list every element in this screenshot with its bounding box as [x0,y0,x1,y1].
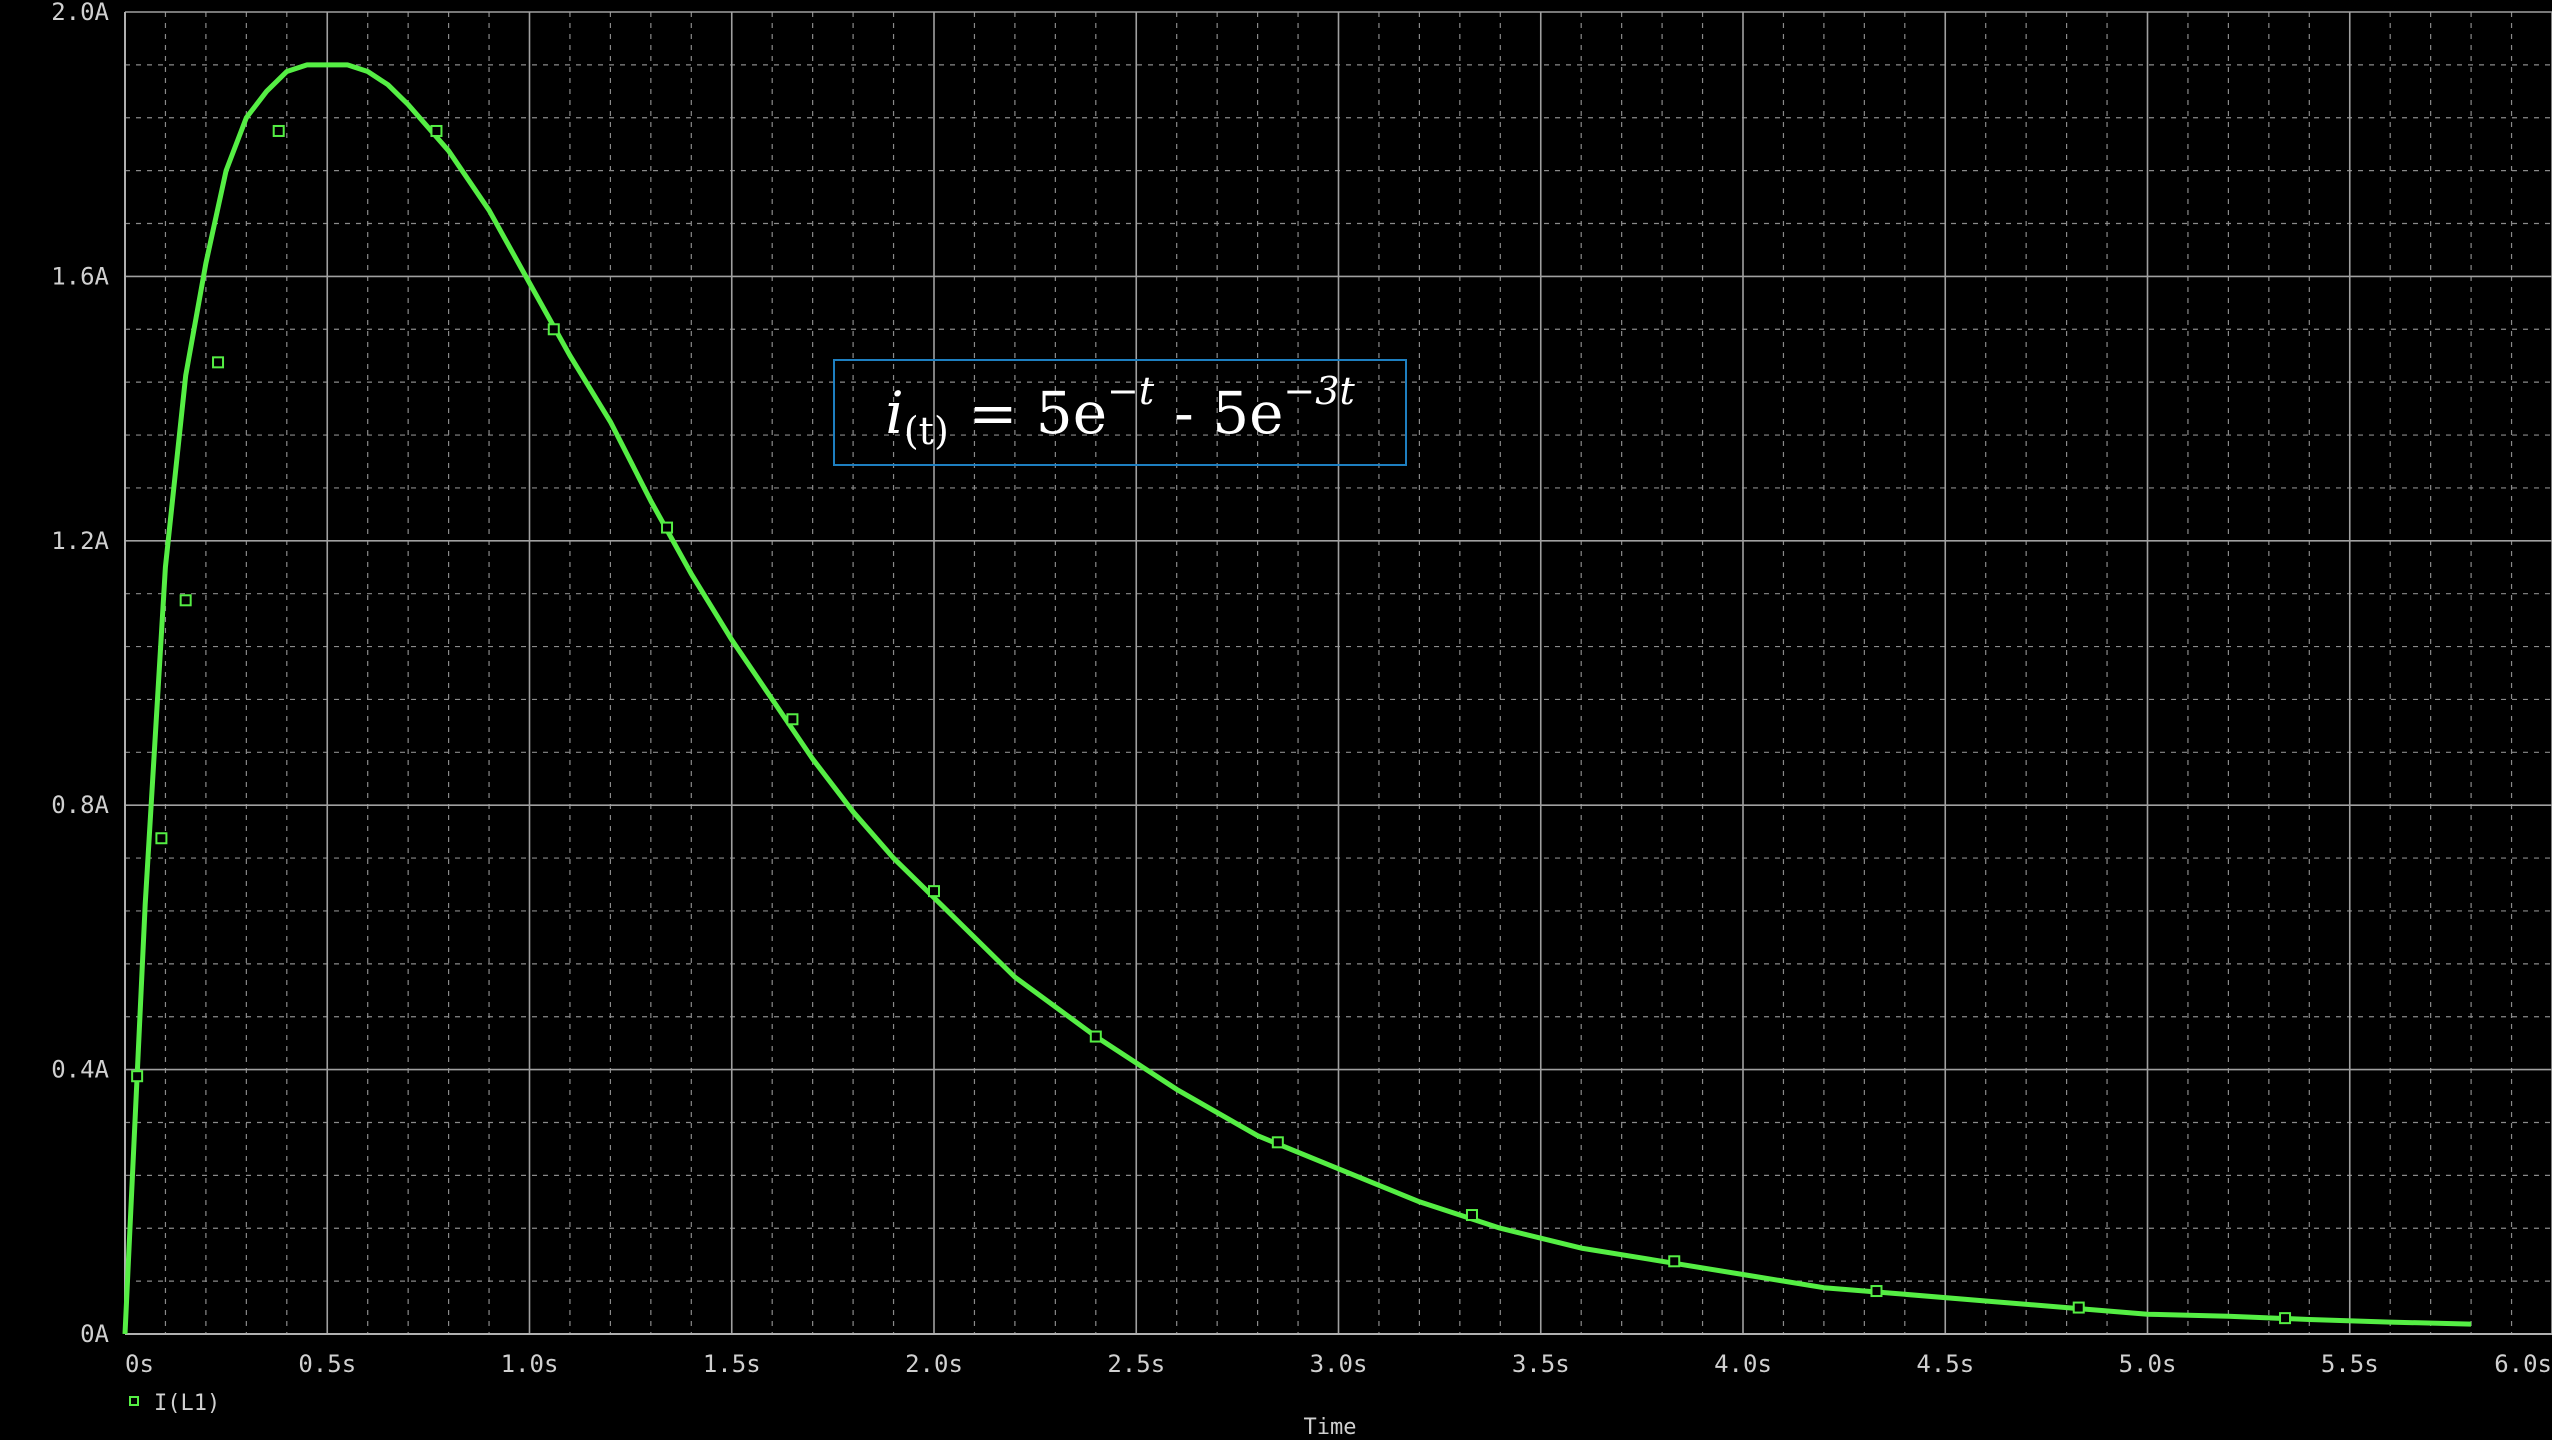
data-point-marker [179,594,192,607]
legend: I(L1) [129,1391,220,1416]
series-line-I(L1) [122,62,2472,1335]
data-point-marker [1465,1209,1478,1222]
x-tick-label: 6.0s [2494,1350,2552,1378]
x-tick-label: 5.0s [2119,1350,2177,1378]
data-point-marker [430,124,443,137]
x-tick-label: 2.0s [905,1350,963,1378]
data-point-marker [1668,1255,1681,1268]
y-tick-label: 0.8A [51,791,109,819]
x-tick-label: 0.5s [298,1350,356,1378]
x-tick-label: 1.0s [501,1350,559,1378]
x-tick-label: 3.5s [1512,1350,1570,1378]
major-grid [125,11,2552,1334]
x-axis-label: Time [1304,1415,1357,1440]
x-tick-label: 4.5s [1916,1350,1974,1378]
x-tick-label: 3.0s [1310,1350,1368,1378]
data-point-marker [2072,1301,2085,1314]
legend-label: I(L1) [154,1391,220,1416]
data-point-marker [1271,1136,1284,1149]
x-tick-labels: 0s 0.5s 1.0s 1.5s 2.0s 2.5s 3.0s 3.5s 4.0s 4.5s 5.… [125,1350,2552,1378]
data-point-marker [212,356,225,369]
data-point-marker [131,1070,144,1083]
equation-exponent-2: −3t [1283,368,1355,413]
x-tick-label: 0s [125,1350,154,1378]
equation-term-1: = 5e [968,378,1108,447]
x-tick-label: 1.5s [703,1350,761,1378]
data-point-marker [272,124,285,137]
data-point-marker [786,713,799,726]
x-tick-label: 5.5s [2321,1350,2379,1378]
legend-marker-icon [129,1396,139,1406]
marker-layer [131,124,2292,1325]
equation-exponent-1: −t [1107,368,1155,413]
series-layer [122,62,2472,1335]
x-tick-label: 4.0s [1714,1350,1772,1378]
x-tick-label: 2.5s [1107,1350,1165,1378]
data-point-marker [547,323,560,336]
data-point-marker [2279,1312,2292,1325]
equation-term-2: - 5e [1174,378,1284,447]
data-point-marker [928,885,940,898]
equation-annotation: i (t) = 5e −t - 5e −3t [833,359,1407,466]
y-tick-label: 0.4A [51,1056,109,1084]
y-tick-label: 0A [80,1320,109,1348]
data-point-marker [1089,1030,1102,1043]
equation-subscript: (t) [903,408,949,453]
y-tick-labels: 0A 0.4A 0.8A 1.2A 1.6A 2.0A [51,0,109,1348]
y-tick-label: 1.2A [51,527,109,555]
data-point-marker [1870,1285,1883,1298]
data-point-marker [155,832,168,845]
y-tick-label: 1.6A [51,262,109,290]
data-point-marker [661,521,674,534]
equation-lhs: i [885,378,904,447]
axes-frame [124,12,2552,1335]
y-tick-label: 2.0A [51,0,109,26]
